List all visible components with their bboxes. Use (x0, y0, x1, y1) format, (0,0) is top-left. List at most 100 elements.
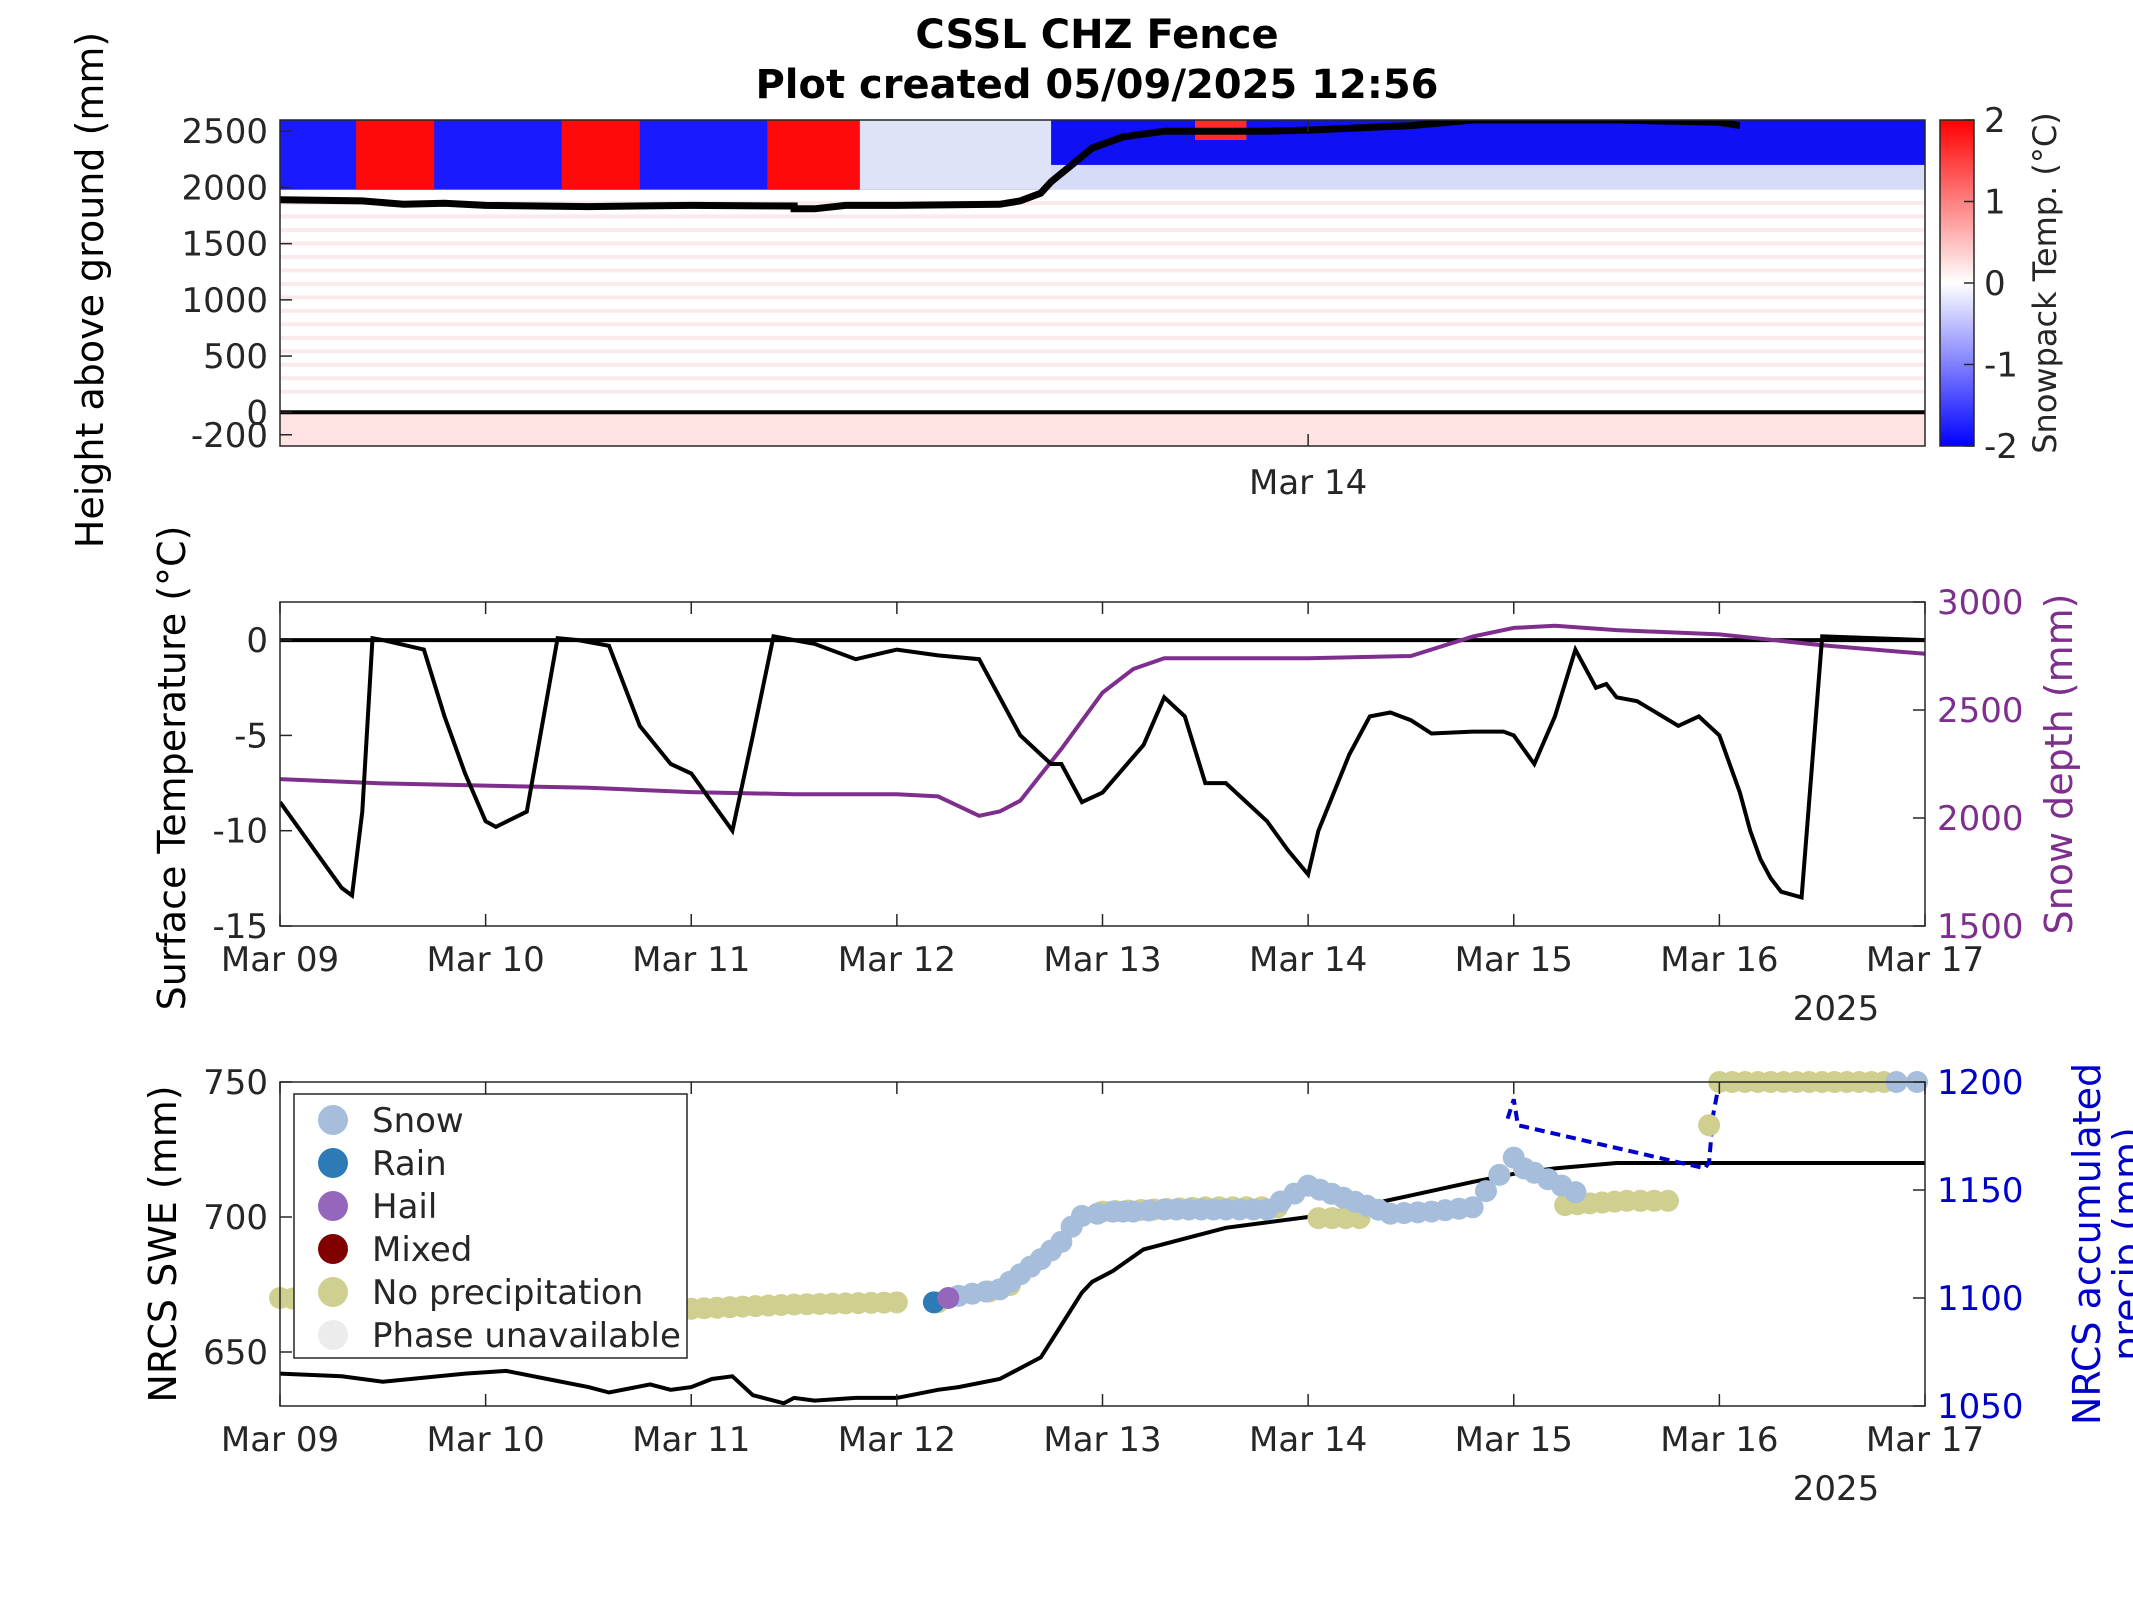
heatmap-transition-cells (855, 120, 1052, 190)
year-label: 2025 (1793, 1469, 1880, 1509)
snow-depth-y-tick-label: 2000 (1937, 799, 2024, 839)
colorbar-tick-label: 1 (1984, 183, 2006, 223)
swe-x-tick-label: Mar 12 (838, 1420, 956, 1460)
no-precipitation-point (1698, 1114, 1721, 1137)
legend-label: Hail (372, 1187, 437, 1227)
snow-point (1488, 1163, 1511, 1186)
legend-marker (318, 1277, 348, 1307)
temperature-x-tick-label: Mar 16 (1660, 940, 1778, 980)
legend-marker (318, 1191, 348, 1221)
colorbar-tick-label: -2 (1984, 427, 2018, 467)
temperature-y-tick-label: -15 (212, 907, 268, 947)
snow-depth-y-ticks: 3000 2500 2000 1500 (1913, 583, 2024, 947)
surface-temperature-line (280, 633, 1925, 900)
temperature-y-tick-label: -10 (212, 812, 268, 852)
temperature-x-ticks: Mar 09 Mar 10 Mar 11 Mar 12 Mar 13 Mar 14 Mar … (221, 602, 1984, 980)
heatmap-cell-row (280, 362, 1925, 367)
precip-y-tick-label: 1200 (1937, 1063, 2024, 1103)
colorbar-label: Snowpack Temp. (°C) (2026, 112, 2064, 454)
heatmap-cell-row (280, 241, 1925, 246)
temperature-x-tick-label: Mar 11 (632, 940, 750, 980)
swe-x-tick-label: Mar 15 (1455, 1420, 1573, 1460)
temperature-x-tick-label: Mar 14 (1249, 940, 1367, 980)
legend-marker (318, 1105, 348, 1135)
heatmap-y-tick-label: 2000 (181, 168, 268, 208)
swe-y-tick-label: 650 (203, 1333, 268, 1373)
temperature-y-ticks: 0 -5 -10 -15 (212, 621, 292, 947)
precip-y-tick-label: 1100 (1937, 1279, 2024, 1319)
swe-x-tick-label: Mar 09 (221, 1420, 339, 1460)
heatmap-cell-row (280, 200, 1925, 205)
legend-label: Snow (372, 1101, 464, 1141)
snow-point (1461, 1196, 1484, 1219)
temperature-axes-box (279, 601, 1926, 927)
legend-label: Rain (372, 1144, 447, 1184)
chart-title: CSSL CHZ Fence (915, 12, 1278, 58)
precip-y-tick-label: 1050 (1937, 1387, 2024, 1427)
snow-depth-y-tick-label: 2500 (1937, 691, 2024, 731)
swe-y-ticks: 750 700 650 (203, 1063, 292, 1373)
temperature-y-tick-label: -5 (234, 716, 268, 756)
heatmap-cell-row (280, 335, 1925, 340)
heatmap-y-tick-label: 1000 (181, 281, 268, 321)
heatmap-cell-row (280, 322, 1925, 327)
temperature-x-tick-label: Mar 12 (838, 940, 956, 980)
legend-label: Phase unavailable (372, 1316, 681, 1356)
colorbar-ticks: 2 1 0 -1 -2 (1964, 101, 2018, 467)
heatmap-y-tick-label: 500 (203, 337, 268, 377)
swe-y-label: NRCS SWE (mm) (141, 1085, 185, 1402)
precip-y-ticks: 1200 1150 1100 1050 (1913, 1063, 2024, 1427)
snow-depth-y-label: Snow depth (mm) (2037, 594, 2081, 935)
heatmap-cold-cells (1051, 120, 1925, 165)
chart-subtitle: Plot created 05/09/2025 12:56 (755, 62, 1438, 108)
swe-x-tick-label: Mar 16 (1660, 1420, 1778, 1460)
snow-point (1474, 1180, 1497, 1203)
swe-x-ticks: Mar 09 Mar 10 Mar 11 Mar 12 Mar 13 Mar 14 Mar … (221, 1082, 1984, 1460)
heatmap-cell-row (280, 389, 1925, 394)
heatmap-soil-cells (280, 412, 1925, 446)
swe-y-tick-label: 750 (203, 1063, 268, 1103)
temperature-x-tick-label: Mar 17 (1866, 940, 1984, 980)
heatmap-cell-row (280, 295, 1925, 300)
heatmap-y-label: Height above ground (mm) (68, 32, 112, 549)
hail-point (937, 1287, 960, 1309)
no-precipitation-point (1656, 1189, 1679, 1212)
legend-marker (318, 1148, 348, 1178)
heatmap-cell-row (280, 268, 1925, 273)
swe-x-tick-label: Mar 14 (1249, 1420, 1367, 1460)
snow-depth-y-tick-label: 3000 (1937, 583, 2024, 623)
heatmap-y-tick-label: -200 (191, 416, 268, 456)
legend-box (293, 1093, 688, 1359)
colorbar-tick-label: -1 (1984, 346, 2018, 386)
heatmap-warm-cells (767, 120, 860, 190)
heatmap-cell-row (280, 227, 1925, 232)
heatmap-x-tick-label: Mar 14 (1249, 463, 1367, 503)
swe-x-tick-label: Mar 13 (1043, 1420, 1161, 1460)
heatmap-cell-row (280, 254, 1925, 259)
swe-x-tick-label: Mar 11 (632, 1420, 750, 1460)
heatmap-warm-cells (561, 120, 640, 190)
heatmap-cell-row (280, 349, 1925, 354)
heatmap-y-tick-label: 0 (246, 393, 268, 433)
snow-depth-line (280, 623, 1925, 818)
swe-y-tick-label: 700 (203, 1198, 268, 1238)
snow-depth-y-tick-label: 1500 (1937, 907, 2024, 947)
heatmap-x-ticks: Mar 14 (1249, 120, 1367, 503)
temperature-x-tick-label: Mar 15 (1455, 940, 1573, 980)
no-precipitation-point (885, 1291, 908, 1314)
heatmap-y-tick-label: 2500 (181, 112, 268, 152)
precip-y-tick-label: 1150 (1937, 1171, 2024, 1211)
heatmap-cell-row (280, 308, 1925, 313)
heatmap-cell-row (280, 281, 1925, 286)
legend-label: No precipitation (372, 1273, 643, 1313)
snow-surface-line (280, 120, 1741, 213)
temperature-x-tick-label: Mar 10 (427, 940, 545, 980)
swe-x-tick-label: Mar 17 (1866, 1420, 1984, 1460)
swe-x-tick-label: Mar 10 (427, 1420, 545, 1460)
heatmap-cell-row (280, 214, 1925, 219)
heatmap-y-tick-label: 1500 (181, 225, 268, 265)
temperature-x-tick-label: Mar 13 (1043, 940, 1161, 980)
